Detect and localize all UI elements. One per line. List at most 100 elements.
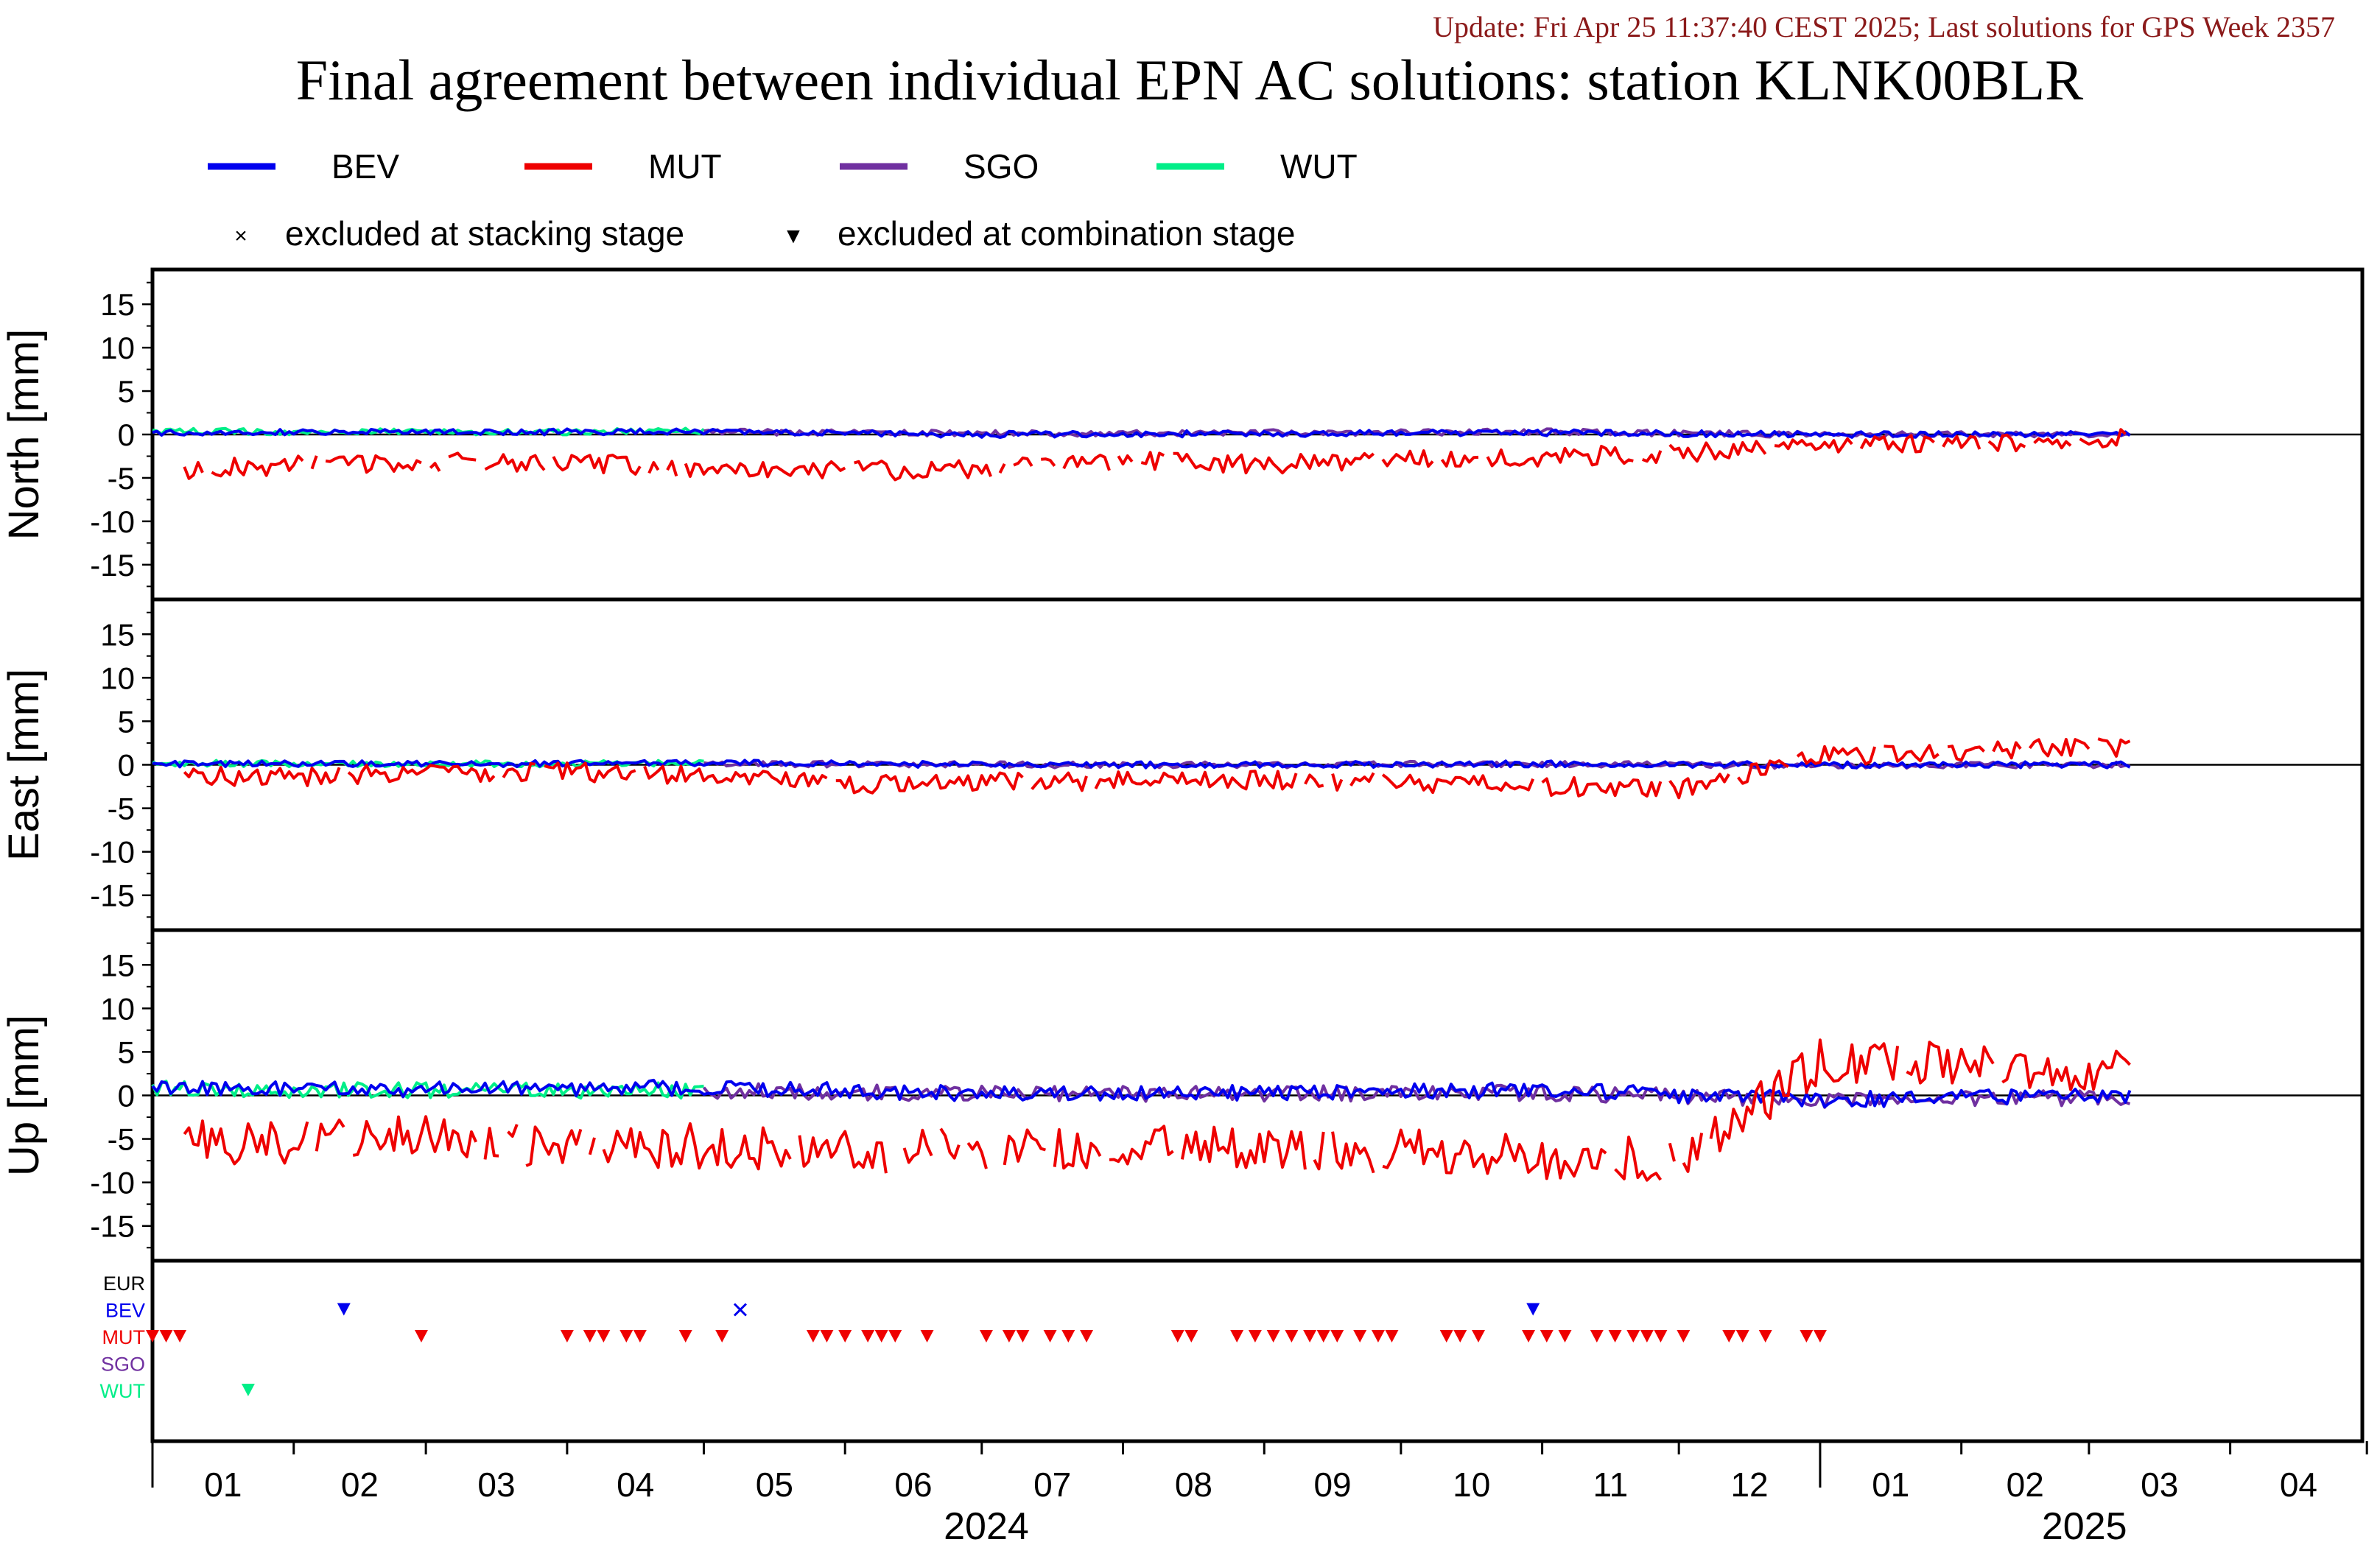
legend-item-mut: MUT	[524, 147, 722, 186]
x-tick-label: 09	[1313, 1465, 1351, 1504]
series-line-mut	[666, 460, 678, 477]
series-line-mut	[588, 1137, 596, 1155]
exclusion-combination-marker	[1043, 1330, 1057, 1342]
series-line-mut	[2033, 437, 2072, 450]
exclusion-combination-marker	[1184, 1330, 1198, 1342]
panel-0: 15 10 5 0 -5 -10 -15 North [mm]	[0, 267, 2365, 602]
legend-marker-label: excluded at combination stage	[838, 214, 1295, 253]
legend-item-bev: BEV	[208, 147, 399, 186]
y-tick-label: -5	[108, 461, 135, 496]
x-tick-label: 03	[2141, 1465, 2178, 1504]
series-line-mut	[1987, 433, 2026, 453]
exclusion-combination-marker	[1453, 1330, 1467, 1342]
series-line-mut	[325, 454, 422, 474]
series-line-mut	[211, 454, 304, 478]
exclusion-combination-marker	[1800, 1330, 1814, 1342]
series-line-mut	[429, 462, 441, 472]
exclusion-combination-marker	[159, 1330, 173, 1342]
series-line-mut	[1053, 1128, 1102, 1170]
x-year-label: 2025	[2042, 1505, 2127, 1545]
y-tick-label: 5	[118, 1035, 135, 1069]
y-tick-label: -5	[108, 1122, 135, 1157]
panel-2: 15 10 5 0 -5 -10 -15 Up [mm]	[0, 928, 2365, 1263]
series-line-mut	[448, 451, 477, 462]
exclusion-combination-marker	[1285, 1330, 1299, 1342]
series-line-mut	[684, 460, 846, 479]
x-tick-label: 03	[477, 1465, 515, 1504]
series-line-mut	[544, 761, 636, 784]
series-line-mut	[2097, 737, 2131, 758]
y-tick-label: 10	[100, 661, 135, 695]
series-line-mut	[1109, 1125, 1174, 1166]
series-line-mut	[502, 761, 536, 783]
x-tick-label: 04	[2280, 1465, 2317, 1504]
exclusion-combination-marker	[560, 1330, 574, 1342]
series-line-mut	[352, 1115, 478, 1158]
exclusion-panel: EUR BEV MUT SGO WUT	[100, 1259, 2365, 1443]
series-line-sgo	[702, 1082, 2131, 1109]
series-line-mut	[484, 453, 546, 473]
exclusion-combination-marker	[1640, 1330, 1654, 1342]
exclusion-combination-marker	[619, 1330, 633, 1342]
series-line-mut	[310, 455, 318, 470]
chart-title: Final agreement between individual EPN A…	[296, 48, 2083, 112]
series-line-mut	[1796, 745, 1877, 766]
exclusion-combination-marker	[583, 1330, 597, 1342]
exclusion-combination-marker	[874, 1330, 888, 1342]
y-tick-label: 10	[100, 991, 135, 1026]
series-line-mut	[183, 765, 341, 787]
exclusion-combination-marker	[241, 1384, 255, 1396]
x-year-label: 2024	[944, 1505, 1029, 1545]
exclusion-combination-marker	[1016, 1330, 1030, 1342]
series-line-mut	[315, 1118, 345, 1152]
exclusion-combination-marker	[861, 1330, 875, 1342]
series-line-mut	[1041, 457, 1056, 467]
exclusion-row-label-mut: MUT	[102, 1326, 145, 1348]
series-line-mut	[835, 771, 1024, 795]
series-line-mut	[998, 462, 1006, 474]
legend-marker-0: × excluded at stacking stage	[234, 214, 684, 253]
y-tick-label: -15	[90, 1209, 135, 1244]
legend-marker-symbol: ▼	[782, 224, 804, 248]
series-line-mut	[1668, 1142, 1676, 1162]
series-line-mut	[183, 1119, 309, 1166]
exclusion-combination-marker	[1248, 1330, 1262, 1342]
x-tick-label: 08	[1175, 1465, 1212, 1504]
series-line-mut	[1859, 434, 1935, 454]
x-tick-label: 11	[1593, 1465, 1628, 1504]
series-line-mut	[483, 1127, 499, 1160]
series-line-mut	[1668, 772, 1730, 800]
exclusion-combination-marker	[1371, 1330, 1385, 1342]
exclusion-combination-marker	[1080, 1330, 1094, 1342]
x-tick-label: 12	[1730, 1465, 1768, 1504]
exclusion-combination-marker	[1230, 1330, 1244, 1342]
y-tick-label: 15	[100, 617, 135, 652]
legend-marker-1: ▼ excluded at combination stage	[782, 214, 1295, 253]
exclusion-combination-marker	[1522, 1330, 1536, 1342]
exclusion-combination-marker	[1316, 1330, 1330, 1342]
y-tick-label: 5	[118, 374, 135, 409]
series-line-mut	[1382, 1128, 1607, 1180]
x-tick-label: 10	[1453, 1465, 1490, 1504]
exclusion-combination-marker	[1061, 1330, 1075, 1342]
exclusion-combination-marker	[337, 1303, 351, 1316]
y-tick-label: -10	[90, 835, 135, 870]
y-tick-label: 0	[118, 748, 135, 783]
series-line-mut	[902, 1128, 933, 1164]
series-line-mut	[1140, 451, 1165, 471]
exclusion-combination-marker	[1558, 1330, 1572, 1342]
series-line-mut	[2079, 428, 2127, 448]
exclusion-combination-marker	[838, 1330, 852, 1342]
x-tick-label: 02	[341, 1465, 379, 1504]
series-line-mut	[602, 1122, 792, 1171]
exclusion-combination-marker	[1330, 1330, 1344, 1342]
exclusion-combination-marker	[1590, 1330, 1604, 1342]
x-tick-label: 01	[204, 1465, 242, 1504]
y-tick-label: -15	[90, 548, 135, 583]
legend-item-sgo: SGO	[840, 147, 1039, 186]
exclusion-combination-marker	[1439, 1330, 1453, 1342]
series-line-mut	[1737, 759, 1789, 785]
exclusion-combination-marker	[1654, 1330, 1668, 1342]
series-line-mut	[1094, 770, 1298, 791]
